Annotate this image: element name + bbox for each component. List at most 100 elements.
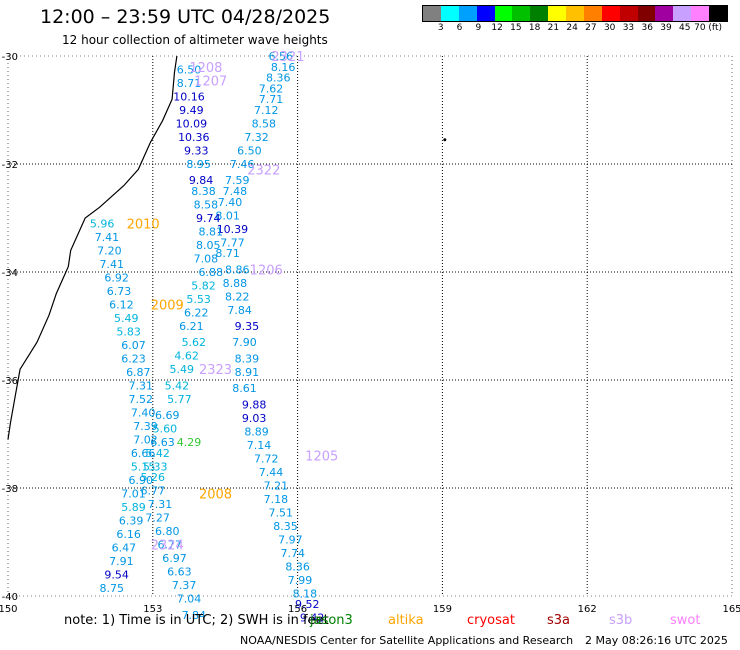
satellite-legend-s3a: s3a xyxy=(547,613,571,628)
wave-height-value: 7.39 xyxy=(133,420,158,433)
wave-height-value: 8.86 xyxy=(225,263,250,276)
wave-height-value: 6.92 xyxy=(104,271,129,284)
color-swatch xyxy=(512,6,531,21)
wave-height-value: 7.31 xyxy=(148,498,173,511)
wave-height-value: 6.50 xyxy=(177,64,202,77)
wave-height-value: 7.77 xyxy=(220,236,245,249)
pass-time-label: 2322 xyxy=(247,163,280,178)
wave-height-value: 4.29 xyxy=(177,436,202,449)
color-swatch xyxy=(458,6,477,21)
wave-height-value: 6.23 xyxy=(121,352,146,365)
wave-height-value: 6.77 xyxy=(157,539,182,552)
wave-height-value: 6.16 xyxy=(116,528,141,541)
wave-height-value: 5.82 xyxy=(191,280,216,293)
wave-height-value: 5.77 xyxy=(167,393,192,406)
wave-height-value: 6.56 xyxy=(268,50,293,63)
wave-height-value: 8.36 xyxy=(266,72,291,85)
wave-height-value: 7.84 xyxy=(227,304,252,317)
wave-height-value: 7.99 xyxy=(288,574,313,587)
wave-height-value: 8.39 xyxy=(235,352,260,365)
lord-howe-island xyxy=(443,138,447,142)
wave-height-color-legend: 3 6 9 12 15 18 21 24 27 30 33 36 39 45 70 (ft) xyxy=(422,5,728,35)
color-swatch xyxy=(691,6,709,21)
wave-height-value: 6.50 xyxy=(237,145,262,158)
pass-time-label: 2323 xyxy=(199,363,232,378)
color-legend-label: 36 xyxy=(641,23,653,33)
wave-height-value: 5.60 xyxy=(153,423,178,436)
wave-height-value: 8.95 xyxy=(186,158,211,171)
wave-height-value: 6.80 xyxy=(155,525,180,538)
y-tick-label: -36 xyxy=(2,376,18,387)
pass-time-label: 1208 xyxy=(189,61,222,76)
pass-time-label: 1205 xyxy=(305,450,338,465)
wave-height-value: 9.35 xyxy=(235,320,260,333)
wave-height-value: 9.88 xyxy=(242,398,267,411)
color-legend-label: 6 xyxy=(456,23,463,33)
wave-height-value: 5.42 xyxy=(145,447,170,460)
wave-height-value: 9.54 xyxy=(104,568,129,581)
wave-height-value: 6.97 xyxy=(162,552,187,565)
x-tick-label: 162 xyxy=(578,604,597,615)
wave-height-value: 9.84 xyxy=(189,174,214,187)
wave-height-value: 5.62 xyxy=(182,336,207,349)
x-tick-label: 153 xyxy=(143,604,162,615)
color-swatch xyxy=(709,6,727,21)
wave-height-value: 8.89 xyxy=(244,425,269,438)
footer-credit: NOAA/NESDIS Center for Satellite Applica… xyxy=(240,634,574,647)
wave-height-value: 5.49 xyxy=(114,312,139,325)
color-swatch xyxy=(494,6,513,21)
wave-height-value: 7.18 xyxy=(264,493,289,506)
pass-time-label: 2010 xyxy=(127,217,160,232)
wave-height-value: 5.15 xyxy=(131,460,156,473)
wave-height-value: 4.62 xyxy=(174,350,199,363)
wave-height-value: 9.49 xyxy=(179,104,204,117)
wave-height-value: 6.22 xyxy=(184,307,209,320)
color-swatch xyxy=(655,6,674,21)
wave-height-value: 8.58 xyxy=(252,118,277,131)
color-legend-label: 45 xyxy=(679,23,691,33)
color-legend-label: 24 xyxy=(566,23,578,33)
pass-time-label: 2321 xyxy=(271,50,304,65)
color-legend-labels: 3 6 9 12 15 18 21 24 27 30 33 36 39 45 70 (ft) xyxy=(422,23,728,33)
wave-height-value: 6.07 xyxy=(121,339,146,352)
wave-height-value: 5.89 xyxy=(121,501,146,514)
wave-height-value: 7.97 xyxy=(278,533,303,546)
wave-height-value: 10.36 xyxy=(178,131,210,144)
color-swatch xyxy=(566,6,584,21)
wave-height-value: 8.01 xyxy=(215,209,240,222)
wave-height-value: 6.12 xyxy=(109,298,134,311)
wave-height-value: 7.40 xyxy=(131,406,156,419)
wave-height-value: 7.72 xyxy=(254,452,279,465)
color-swatch xyxy=(601,6,620,21)
color-swatch xyxy=(423,6,441,21)
x-tick-label: 150 xyxy=(0,604,18,615)
wave-height-value: 8.35 xyxy=(273,520,298,533)
color-swatch xyxy=(530,6,549,21)
wave-height-value: 6.90 xyxy=(128,474,153,487)
wave-height-value: 7.71 xyxy=(259,93,284,106)
wave-height-value: 7.44 xyxy=(259,466,284,479)
wave-height-value: 7.08 xyxy=(194,253,219,266)
color-legend-label: 9 xyxy=(475,23,482,33)
wave-height-value: 8.36 xyxy=(285,560,310,573)
color-legend-label: 70 (ft) xyxy=(694,23,722,33)
wave-height-value: 5.26 xyxy=(141,471,166,484)
y-tick-label: -32 xyxy=(2,160,18,171)
color-legend-label: 18 xyxy=(528,23,541,33)
wave-height-value: 7.02 xyxy=(133,433,158,446)
satellite-legend-cryosat: cryosat xyxy=(467,613,515,628)
wave-height-value: 7.62 xyxy=(259,82,284,95)
wave-height-value: 8.61 xyxy=(232,382,257,395)
wave-height-value: 6.77 xyxy=(141,485,166,498)
wave-height-value: 8.18 xyxy=(293,587,318,600)
color-swatch xyxy=(548,6,566,21)
wave-height-value: 7.27 xyxy=(145,512,170,525)
color-legend-label: 30 xyxy=(603,23,616,33)
wave-height-value: 7.14 xyxy=(247,439,272,452)
pass-time-label: 2009 xyxy=(151,298,184,313)
wave-height-value: 6.63 xyxy=(167,566,192,579)
wave-height-value: 6.88 xyxy=(198,266,223,279)
satellite-legend-swot: swot xyxy=(670,613,701,628)
wave-height-value: 9.03 xyxy=(242,412,267,425)
wave-height-value: 5.33 xyxy=(143,460,168,473)
